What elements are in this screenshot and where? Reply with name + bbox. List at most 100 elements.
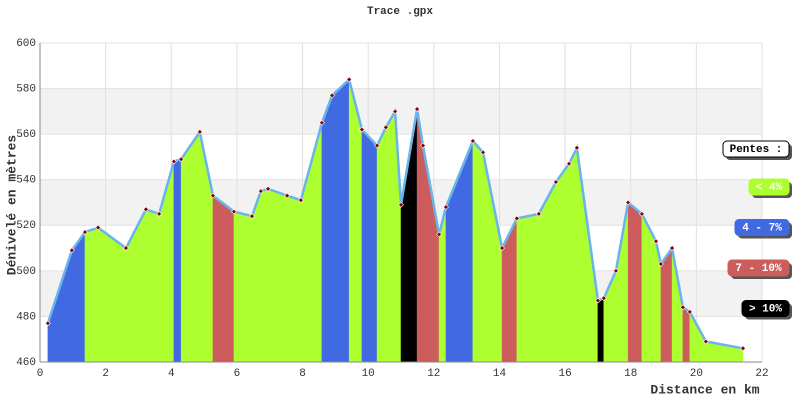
point-marker [156, 210, 163, 217]
point-marker [513, 215, 520, 222]
y-tick-label: 600 [16, 38, 36, 50]
legend-label: < 4% [756, 182, 783, 194]
y-tick-label: 500 [16, 266, 36, 278]
point-marker [265, 185, 272, 192]
x-tick-label: 10 [362, 368, 375, 380]
slope-segment [233, 211, 253, 363]
grid-band [40, 88, 762, 135]
y-tick-label: 480 [16, 311, 36, 323]
legend-item: < 4% [748, 178, 792, 198]
slope-segment [682, 306, 691, 363]
legend-box [741, 300, 790, 317]
point-marker [44, 320, 51, 327]
point-marker [480, 149, 486, 156]
point-marker [702, 338, 709, 345]
legend-label: > 10% [749, 303, 782, 315]
slope-segment [627, 201, 643, 363]
point-marker [95, 224, 102, 231]
slope-segment [97, 227, 127, 363]
legend-box [748, 178, 790, 196]
y-tick-label: 560 [16, 129, 36, 141]
slope-segment [385, 110, 396, 363]
point-marker [499, 245, 506, 251]
slope-segment [286, 195, 302, 363]
x-tick-label: 12 [427, 368, 440, 380]
point-marker [613, 267, 619, 274]
point-marker [469, 138, 476, 144]
slope-segment [173, 158, 182, 363]
point-marker [594, 297, 601, 304]
legend-box [734, 219, 790, 236]
slope-segment [267, 188, 288, 363]
point-marker [68, 247, 75, 254]
legend-item: 4 - 7% [734, 219, 792, 239]
y-tick-label: 520 [16, 220, 36, 232]
slope-segment [361, 128, 378, 363]
legend-box [722, 140, 790, 158]
x-tick-label: 18 [624, 368, 637, 380]
point-marker [669, 245, 676, 251]
slope-segment [145, 208, 160, 363]
x-tick-label: 8 [299, 368, 306, 380]
point-marker [143, 206, 149, 213]
point-marker [284, 192, 291, 199]
point-marker [123, 245, 129, 251]
x-tick-label: 6 [234, 368, 241, 380]
point-marker [196, 128, 203, 135]
point-marker [436, 231, 442, 238]
slope-segment [568, 147, 578, 363]
slope-segment [260, 188, 269, 363]
point-marker [318, 119, 325, 126]
slope-segment [180, 131, 201, 363]
slope-segment [331, 78, 350, 363]
chart-title: Trace .gpx [367, 6, 433, 18]
legend-label: Pentes : [730, 144, 783, 156]
point-marker [686, 308, 693, 315]
slope-segment [472, 140, 484, 363]
point-marker [257, 188, 264, 195]
y-tick-label: 460 [16, 357, 36, 369]
point-marker [566, 160, 572, 167]
legend-title: Pentes : [722, 140, 792, 160]
y-tick-label: 580 [16, 83, 36, 95]
x-tick-label: 2 [102, 368, 109, 380]
point-marker [359, 126, 365, 133]
point-marker [552, 179, 559, 185]
y-tick-label: 540 [16, 175, 36, 187]
slope-segment [376, 127, 387, 363]
legend-item: > 10% [741, 300, 792, 320]
slope-segment [597, 297, 605, 363]
x-tick-label: 20 [690, 368, 703, 380]
y-axis-label: Dénivelé en mètres [4, 135, 19, 276]
point-marker [573, 144, 580, 151]
point-marker [535, 210, 542, 217]
legend-label: 7 - 10% [735, 263, 782, 275]
slope-segment [321, 95, 333, 363]
x-tick-label: 4 [168, 368, 175, 380]
point-marker [178, 156, 185, 163]
point-marker [600, 295, 607, 302]
point-marker [420, 142, 426, 149]
legend-label: 4 - 7% [742, 222, 782, 234]
x-tick-label: 16 [558, 368, 571, 380]
point-marker [740, 345, 746, 352]
point-marker [443, 204, 449, 210]
point-marker [382, 124, 389, 131]
point-marker [210, 192, 216, 199]
point-marker [653, 238, 659, 245]
point-marker [297, 197, 304, 204]
point-marker [170, 158, 177, 165]
point-marker [392, 108, 399, 115]
point-marker [374, 142, 380, 149]
point-marker [82, 229, 88, 236]
x-tick-label: 14 [493, 368, 507, 380]
x-tick-label: 0 [37, 368, 44, 380]
point-marker [231, 208, 237, 215]
slope-segment [212, 195, 235, 363]
point-marker [398, 201, 404, 208]
slope-segment [516, 213, 540, 363]
point-marker [638, 210, 645, 217]
point-marker [249, 213, 255, 220]
x-tick-label: 22 [755, 368, 768, 380]
